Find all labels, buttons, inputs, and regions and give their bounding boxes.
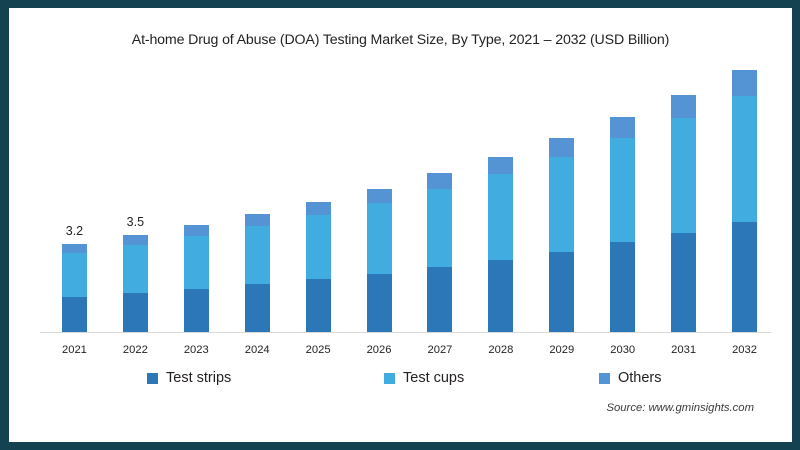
- x-tick-2026: 2026: [366, 344, 392, 356]
- bar-segment-others-2024[interactable]: [244, 214, 270, 226]
- chart-title-clipped-line: [9, 54, 792, 62]
- bar-segment-test-strips-2021[interactable]: [61, 297, 87, 333]
- bar-segment-test-cups-2026[interactable]: [366, 203, 392, 274]
- x-tick-2031: 2031: [671, 344, 697, 356]
- bar-2028[interactable]: [488, 156, 514, 333]
- bar-2023[interactable]: [183, 225, 209, 333]
- legend-swatch-icon: [384, 372, 395, 384]
- legend-item-test-strips[interactable]: Test strips: [147, 370, 231, 386]
- data-label-2021: 3.2: [65, 223, 84, 238]
- legend-swatch-icon: [147, 372, 158, 384]
- bar-segment-test-cups-2030[interactable]: [610, 138, 636, 243]
- bar-segment-test-cups-2022[interactable]: [122, 244, 148, 294]
- legend-item-test-cups[interactable]: Test cups: [384, 370, 464, 386]
- bar-segment-test-strips-2024[interactable]: [244, 284, 270, 333]
- bar-segment-test-cups-2028[interactable]: [488, 174, 514, 260]
- x-tick-2030: 2030: [610, 344, 636, 356]
- bar-segment-test-strips-2029[interactable]: [549, 251, 575, 333]
- bar-2024[interactable]: [244, 214, 270, 333]
- legend-label: Others: [618, 370, 662, 386]
- legend-swatch-icon: [599, 372, 610, 384]
- bar-2022[interactable]: [122, 235, 148, 333]
- bar-segment-test-cups-2021[interactable]: [61, 252, 87, 298]
- bar-segment-test-strips-2032[interactable]: [732, 221, 758, 333]
- bar-segment-others-2021[interactable]: [61, 243, 87, 253]
- bar-2025[interactable]: [305, 202, 331, 333]
- bar-2026[interactable]: [366, 189, 392, 333]
- bar-segment-others-2025[interactable]: [305, 202, 331, 216]
- bar-segment-test-cups-2031[interactable]: [671, 118, 697, 233]
- bar-segment-others-2027[interactable]: [427, 173, 453, 190]
- bar-segment-test-cups-2032[interactable]: [732, 95, 758, 222]
- bar-2029[interactable]: [549, 137, 575, 333]
- bar-segment-test-strips-2031[interactable]: [671, 232, 697, 333]
- bar-segment-test-cups-2027[interactable]: [427, 189, 453, 268]
- bar-segment-test-cups-2029[interactable]: [549, 156, 575, 252]
- data-label-2022: 3.5: [126, 215, 145, 230]
- x-tick-2027: 2027: [427, 344, 453, 356]
- bar-segment-others-2022[interactable]: [122, 235, 148, 245]
- chart-title: At-home Drug of Abuse (DOA) Testing Mark…: [131, 32, 670, 48]
- chart-legend: Test strips Test cups Others: [9, 370, 792, 398]
- bar-segment-test-cups-2024[interactable]: [244, 225, 270, 285]
- legend-item-others[interactable]: Others: [599, 370, 662, 386]
- bar-segment-test-cups-2023[interactable]: [183, 235, 209, 289]
- legend-label: Test strips: [166, 370, 232, 386]
- x-tick-2022: 2022: [122, 344, 148, 356]
- source-caption: Source: www.gminsights.com: [606, 402, 754, 414]
- plot-area: 3.2 3.5: [40, 68, 771, 333]
- x-tick-2023: 2023: [183, 344, 209, 356]
- bar-segment-test-cups-2025[interactable]: [305, 215, 331, 280]
- x-tick-2025: 2025: [305, 344, 331, 356]
- bar-segment-test-strips-2023[interactable]: [183, 288, 209, 333]
- x-tick-2032: 2032: [732, 344, 757, 356]
- bar-2030[interactable]: [610, 116, 636, 333]
- bar-segment-others-2029[interactable]: [549, 137, 575, 157]
- legend-label: Test cups: [403, 370, 465, 386]
- x-tick-2024: 2024: [244, 344, 270, 356]
- bar-segment-test-strips-2022[interactable]: [122, 293, 148, 333]
- bar-segment-others-2030[interactable]: [610, 116, 636, 139]
- x-tick-2021: 2021: [62, 344, 87, 356]
- bar-2027[interactable]: [427, 173, 453, 333]
- bar-segment-test-strips-2028[interactable]: [488, 259, 514, 333]
- bar-segment-test-strips-2027[interactable]: [427, 267, 453, 333]
- bar-segment-test-strips-2025[interactable]: [305, 279, 331, 333]
- bar-segment-test-strips-2026[interactable]: [366, 273, 392, 333]
- bar-segment-others-2032[interactable]: [732, 70, 758, 96]
- bar-segment-others-2026[interactable]: [366, 189, 392, 204]
- x-axis-line: [40, 332, 771, 333]
- bar-segment-others-2031[interactable]: [671, 94, 697, 119]
- bar-segment-others-2023[interactable]: [183, 225, 209, 236]
- bar-2021[interactable]: [61, 243, 87, 333]
- x-tick-2029: 2029: [549, 344, 575, 356]
- chart-canvas: At-home Drug of Abuse (DOA) Testing Mark…: [9, 8, 792, 442]
- bar-segment-test-strips-2030[interactable]: [610, 242, 636, 333]
- bar-2031[interactable]: [671, 94, 697, 333]
- bar-2032[interactable]: [732, 70, 758, 333]
- x-axis-labels: 2021 2022 2023 2024 2025 2026 2027 2028 2029 2030…: [40, 338, 771, 360]
- bar-segment-others-2028[interactable]: [488, 156, 514, 175]
- x-tick-2028: 2028: [488, 344, 514, 356]
